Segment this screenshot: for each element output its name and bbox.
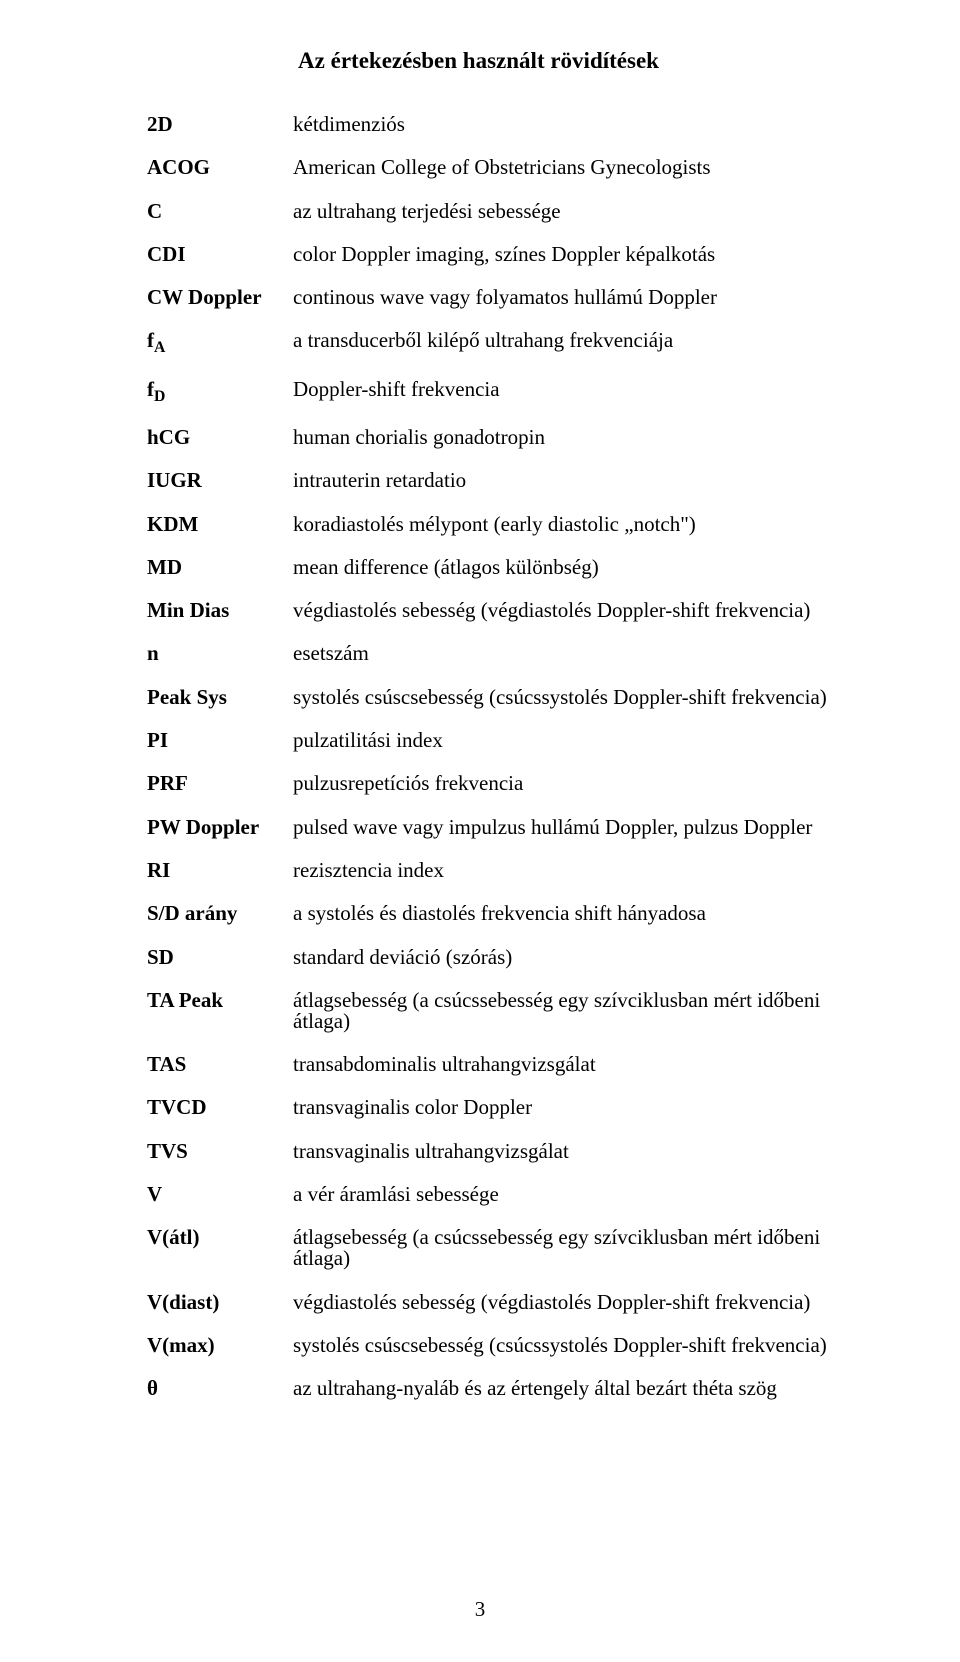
abbreviation-definition: transvaginalis ultrahangvizsgálat: [293, 1141, 850, 1162]
abbreviation-term: PW Doppler: [147, 817, 293, 838]
abbreviation-definition: pulzatilitási index: [293, 730, 850, 751]
abbreviation-definition: pulzusrepetíciós frekvencia: [293, 773, 850, 794]
abbreviation-entry: SDstandard deviáció (szórás): [147, 947, 850, 968]
abbreviation-entry: PW Dopplerpulsed wave vagy impulzus hull…: [147, 817, 850, 838]
abbreviation-term: CW Doppler: [147, 287, 293, 308]
abbreviation-entry: TVStransvaginalis ultrahangvizsgálat: [147, 1141, 850, 1162]
abbreviation-definition: az ultrahang-nyaláb és az értengely álta…: [293, 1378, 850, 1399]
abbreviation-entry: TAStransabdominalis ultrahangvizsgálat: [147, 1054, 850, 1075]
abbreviation-entry: CDIcolor Doppler imaging, színes Doppler…: [147, 244, 850, 265]
abbreviation-entry: IUGRintrauterin retardatio: [147, 470, 850, 491]
abbreviation-term: fA: [147, 330, 293, 356]
abbreviation-term: V: [147, 1184, 293, 1205]
abbreviation-term: TA Peak: [147, 990, 293, 1032]
abbreviation-list: 2Dkétdimenziós ACOGAmerican College of Ob…: [147, 114, 850, 1399]
abbreviation-definition: transvaginalis color Doppler: [293, 1097, 850, 1118]
abbreviation-term: TVCD: [147, 1097, 293, 1118]
abbreviation-entry: TVCDtransvaginalis color Doppler: [147, 1097, 850, 1118]
abbreviation-entry: MDmean difference (átlagos különbség): [147, 557, 850, 578]
abbreviation-definition: Doppler-shift frekvencia: [293, 379, 850, 405]
abbreviation-definition: systolés csúscsebesség (csúcssystolés Do…: [293, 1335, 850, 1356]
abbreviation-definition: esetszám: [293, 643, 850, 664]
abbreviation-definition: a vér áramlási sebessége: [293, 1184, 850, 1205]
abbreviation-entry: θaz ultrahang-nyaláb és az értengely ált…: [147, 1378, 850, 1399]
abbreviation-definition: végdiastolés sebesség (végdiastolés Dopp…: [293, 1292, 850, 1313]
abbreviation-subscript: A: [154, 340, 165, 357]
abbreviation-entry: Min Diasvégdiastolés sebesség (végdiasto…: [147, 600, 850, 621]
document-page: Az értekezésben használt rövidítések 2Dk…: [0, 0, 960, 1662]
abbreviation-entry: RIrezisztencia index: [147, 860, 850, 881]
abbreviation-term: S/D arány: [147, 903, 293, 924]
abbreviation-entry: fAa transducerből kilépő ultrahang frekv…: [147, 330, 850, 356]
abbreviation-definition: átlagsebesség (a csúcssebesség egy szívc…: [293, 1227, 850, 1269]
abbreviation-definition: continous wave vagy folyamatos hullámú D…: [293, 287, 850, 308]
abbreviation-entry: V(diast)végdiastolés sebesség (végdiasto…: [147, 1292, 850, 1313]
abbreviation-definition: American College of Obstetricians Gyneco…: [293, 157, 850, 178]
abbreviation-term: Min Dias: [147, 600, 293, 621]
abbreviation-definition: systolés csúscsebesség (csúcssystolés Do…: [293, 687, 850, 708]
abbreviation-entry: V(max)systolés csúscsebesség (csúcssysto…: [147, 1335, 850, 1356]
abbreviation-entry: TA Peakátlagsebesség (a csúcssebesség eg…: [147, 990, 850, 1032]
abbreviation-entry: fDDoppler-shift frekvencia: [147, 379, 850, 405]
abbreviation-entry: Va vér áramlási sebessége: [147, 1184, 850, 1205]
abbreviation-definition: átlagsebesség (a csúcssebesség egy szívc…: [293, 990, 850, 1032]
abbreviation-term: Peak Sys: [147, 687, 293, 708]
abbreviation-term: V(max): [147, 1335, 293, 1356]
abbreviation-term: TVS: [147, 1141, 293, 1162]
abbreviation-entry: V(átl)átlagsebesség (a csúcssebesség egy…: [147, 1227, 850, 1269]
abbreviation-term: fD: [147, 379, 293, 405]
page-title: Az értekezésben használt rövidítések: [107, 48, 850, 74]
abbreviation-entry: Peak Syssystolés csúscsebesség (csúcssys…: [147, 687, 850, 708]
abbreviation-definition: pulsed wave vagy impulzus hullámú Dopple…: [293, 817, 850, 838]
abbreviation-definition: human chorialis gonadotropin: [293, 427, 850, 448]
abbreviation-term: ACOG: [147, 157, 293, 178]
abbreviation-term: C: [147, 201, 293, 222]
abbreviation-definition: mean difference (átlagos különbség): [293, 557, 850, 578]
abbreviation-entry: PIpulzatilitási index: [147, 730, 850, 751]
abbreviation-definition: transabdominalis ultrahangvizsgálat: [293, 1054, 850, 1075]
page-number: 3: [0, 1597, 960, 1622]
abbreviation-definition: standard deviáció (szórás): [293, 947, 850, 968]
abbreviation-term: V(átl): [147, 1227, 293, 1269]
abbreviation-entry: hCGhuman chorialis gonadotropin: [147, 427, 850, 448]
abbreviation-entry: ACOGAmerican College of Obstetricians Gy…: [147, 157, 850, 178]
abbreviation-term: KDM: [147, 514, 293, 535]
abbreviation-subscript: D: [154, 388, 165, 405]
abbreviation-definition: koradiastolés mélypont (early diastolic …: [293, 514, 850, 535]
abbreviation-term: CDI: [147, 244, 293, 265]
abbreviation-definition: a systolés és diastolés frekvencia shift…: [293, 903, 850, 924]
abbreviation-entry: KDMkoradiastolés mélypont (early diastol…: [147, 514, 850, 535]
abbreviation-term: IUGR: [147, 470, 293, 491]
abbreviation-definition: az ultrahang terjedési sebessége: [293, 201, 850, 222]
abbreviation-term: PI: [147, 730, 293, 751]
abbreviation-entry: 2Dkétdimenziós: [147, 114, 850, 135]
abbreviation-term: PRF: [147, 773, 293, 794]
abbreviation-definition: rezisztencia index: [293, 860, 850, 881]
abbreviation-definition: kétdimenziós: [293, 114, 850, 135]
abbreviation-term: n: [147, 643, 293, 664]
abbreviation-entry: CW Dopplercontinous wave vagy folyamatos…: [147, 287, 850, 308]
abbreviation-term: 2D: [147, 114, 293, 135]
abbreviation-term: TAS: [147, 1054, 293, 1075]
abbreviation-entry: S/D aránya systolés és diastolés frekven…: [147, 903, 850, 924]
abbreviation-definition: a transducerből kilépő ultrahang frekven…: [293, 330, 850, 356]
abbreviation-entry: nesetszám: [147, 643, 850, 664]
abbreviation-term: MD: [147, 557, 293, 578]
abbreviation-entry: Caz ultrahang terjedési sebessége: [147, 201, 850, 222]
abbreviation-term: V(diast): [147, 1292, 293, 1313]
abbreviation-term: θ: [147, 1378, 293, 1399]
abbreviation-definition: végdiastolés sebesség (végdiastolés Dopp…: [293, 600, 850, 621]
abbreviation-term: RI: [147, 860, 293, 881]
abbreviation-entry: PRFpulzusrepetíciós frekvencia: [147, 773, 850, 794]
abbreviation-term: SD: [147, 947, 293, 968]
abbreviation-term: hCG: [147, 427, 293, 448]
abbreviation-definition: intrauterin retardatio: [293, 470, 850, 491]
abbreviation-definition: color Doppler imaging, színes Doppler ké…: [293, 244, 850, 265]
